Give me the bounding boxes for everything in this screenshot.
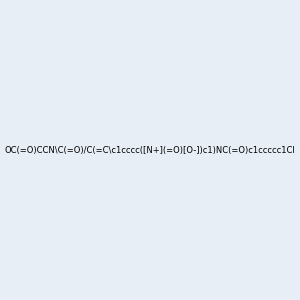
Text: OC(=O)CCN\C(=O)/C(=C\c1cccc([N+](=O)[O-])c1)NC(=O)c1ccccc1Cl: OC(=O)CCN\C(=O)/C(=C\c1cccc([N+](=O)[O-]… xyxy=(4,146,296,154)
